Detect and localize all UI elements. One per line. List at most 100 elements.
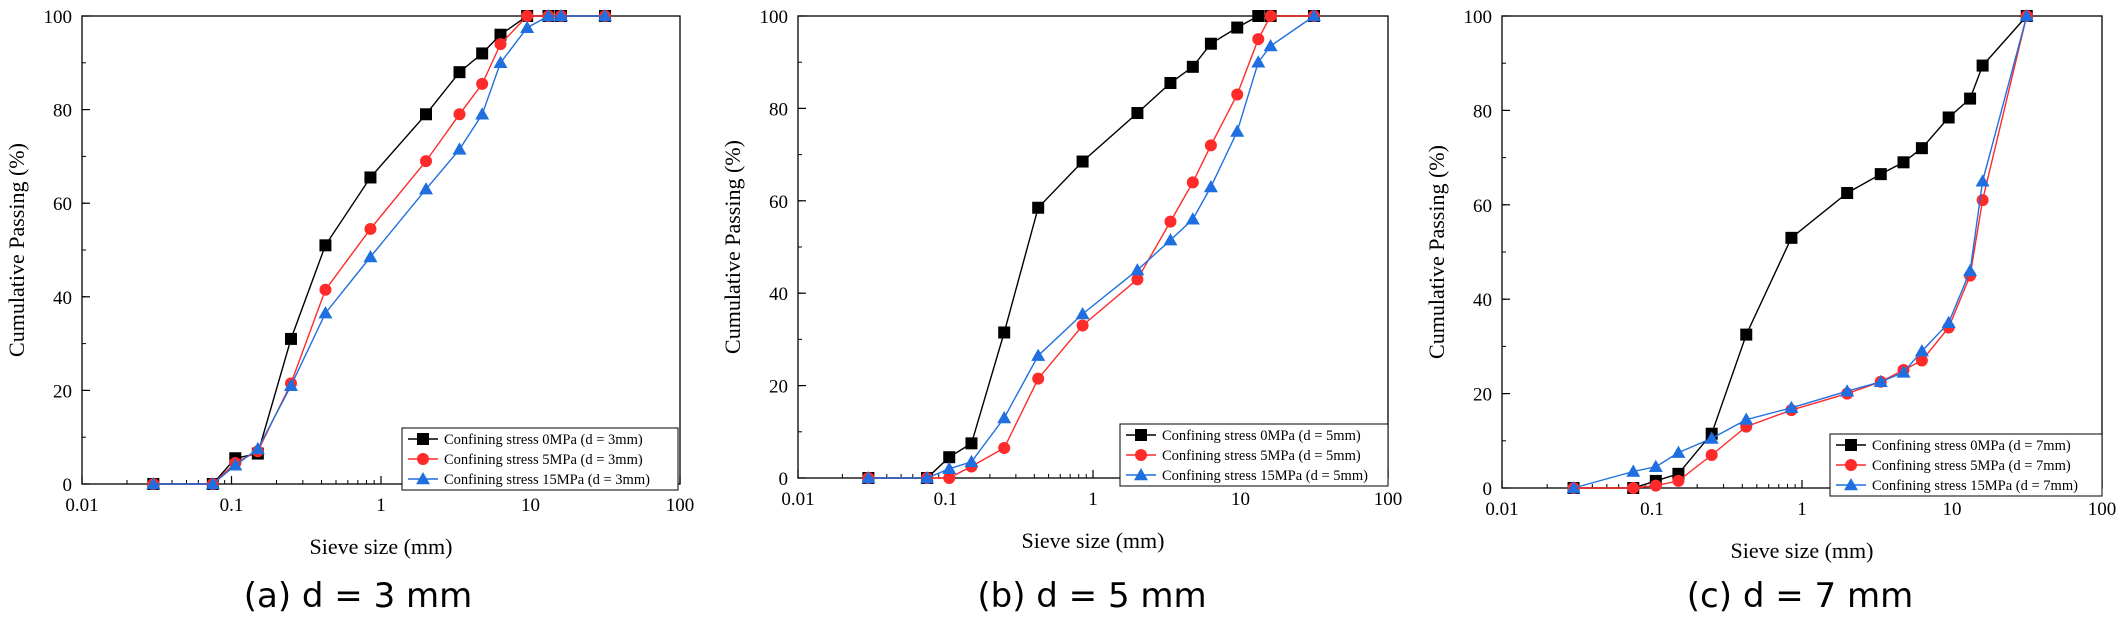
x-tick-label: 0.01 <box>1485 499 1518 520</box>
data-point <box>1186 176 1199 189</box>
data-point <box>284 332 297 345</box>
y-axis-label: Cumulative Passing (%) <box>720 140 745 354</box>
series-triangle <box>146 9 612 490</box>
legend-box <box>1119 423 1389 487</box>
series-triangle <box>1566 9 2034 494</box>
x-tick-label: 10 <box>521 495 540 516</box>
legend-label: Confining stress 0MPa (d = 3mm) <box>444 432 643 448</box>
data-point <box>1131 107 1144 120</box>
series-line <box>1573 15 2028 489</box>
data-point <box>1252 33 1265 46</box>
data-point <box>420 155 433 168</box>
data-point <box>1964 92 1977 105</box>
legend-marker <box>417 453 429 465</box>
data-point <box>494 38 507 51</box>
panel-caption: (b) d = 5 mm <box>977 576 1206 616</box>
data-point <box>942 461 957 475</box>
data-point <box>1840 384 1855 397</box>
data-point <box>453 66 466 79</box>
data-point <box>920 471 935 484</box>
legend-label: Confining stress 5MPa (d = 3mm) <box>444 452 643 468</box>
panel-caption: (c) d = 7 mm <box>1687 576 1913 616</box>
data-point <box>2019 9 2034 22</box>
series-circle <box>1567 10 2033 494</box>
data-point <box>554 9 569 22</box>
data-point <box>250 441 265 455</box>
data-point <box>541 9 556 22</box>
data-point <box>1076 319 1089 332</box>
y-tick-label: 80 <box>53 101 72 122</box>
data-point <box>283 378 298 391</box>
data-point <box>1897 156 1910 169</box>
data-point <box>1671 445 1686 458</box>
data-point <box>943 472 956 484</box>
data-point <box>452 142 467 155</box>
data-point <box>1704 431 1719 444</box>
data-point <box>1874 168 1887 181</box>
legend-label: Confining stress 5MPa (d = 5mm) <box>1162 448 1361 464</box>
data-point <box>1914 344 1929 357</box>
data-point <box>1186 60 1199 73</box>
data-point <box>1566 481 1581 494</box>
series-line <box>1573 15 2028 489</box>
data-point <box>364 222 377 235</box>
data-point <box>597 9 612 22</box>
x-tick-label: 1 <box>376 495 386 516</box>
data-point <box>493 55 508 69</box>
data-point <box>1941 315 1956 329</box>
y-tick-label: 100 <box>760 7 789 28</box>
data-point <box>1740 328 1753 341</box>
data-point <box>205 477 220 490</box>
series-line <box>868 15 1314 479</box>
data-point <box>1031 348 1046 361</box>
data-point <box>997 410 1012 424</box>
x-tick-label: 0.1 <box>220 495 244 516</box>
legend-box <box>1829 433 2103 497</box>
y-tick-label: 0 <box>779 469 789 490</box>
data-point <box>1251 55 1266 68</box>
data-point <box>1163 233 1178 246</box>
x-tick-label: 0.01 <box>781 489 814 510</box>
legend-marker <box>416 472 430 485</box>
data-point <box>1203 179 1218 193</box>
data-point <box>1263 39 1278 52</box>
plot-frame <box>797 15 1389 479</box>
data-point <box>1915 354 1928 367</box>
legend-label: Confining stress 0MPa (d = 5mm) <box>1162 428 1361 444</box>
data-point <box>363 250 378 263</box>
y-tick-label: 40 <box>1473 290 1492 311</box>
data-point <box>1230 124 1245 137</box>
series-square <box>1567 10 2033 494</box>
x-tick-label: 100 <box>1374 489 1403 510</box>
legend-label: Confining stress 15MPa (d = 3mm) <box>444 472 650 488</box>
y-tick-label: 60 <box>1473 196 1492 217</box>
y-tick-label: 80 <box>1473 101 1492 122</box>
data-point <box>1032 201 1045 214</box>
data-point <box>1231 88 1244 101</box>
data-point <box>965 437 978 450</box>
data-point <box>1164 215 1177 228</box>
series-line <box>868 15 1314 479</box>
data-point <box>1204 37 1217 50</box>
x-tick-label: 100 <box>666 495 695 516</box>
data-point <box>1264 10 1277 22</box>
data-point <box>1130 263 1145 276</box>
data-point <box>476 47 489 60</box>
data-point <box>1873 374 1888 388</box>
legend: Confining stress 0MPa (d = 7mm) Confining… <box>1829 433 2103 497</box>
legend-label: Confining stress 15MPa (d = 7mm) <box>1872 478 2078 494</box>
data-point <box>419 182 434 195</box>
chart-panel-3: 0.01 0.1 1 10 100 0 20 40 60 80 100 Sieve size (mm)… <box>1424 7 2116 616</box>
data-point <box>1705 448 1718 461</box>
y-tick-label: 60 <box>53 194 72 215</box>
y-tick-label: 20 <box>769 377 788 398</box>
y-tick-label: 20 <box>53 381 72 402</box>
series-line <box>153 15 605 485</box>
data-point <box>1942 111 1955 124</box>
data-point <box>1627 482 1640 494</box>
x-tick-label: 10 <box>1231 489 1250 510</box>
data-point <box>228 458 243 471</box>
data-point <box>1976 194 1989 207</box>
data-point <box>1784 400 1799 414</box>
data-point <box>943 451 956 464</box>
